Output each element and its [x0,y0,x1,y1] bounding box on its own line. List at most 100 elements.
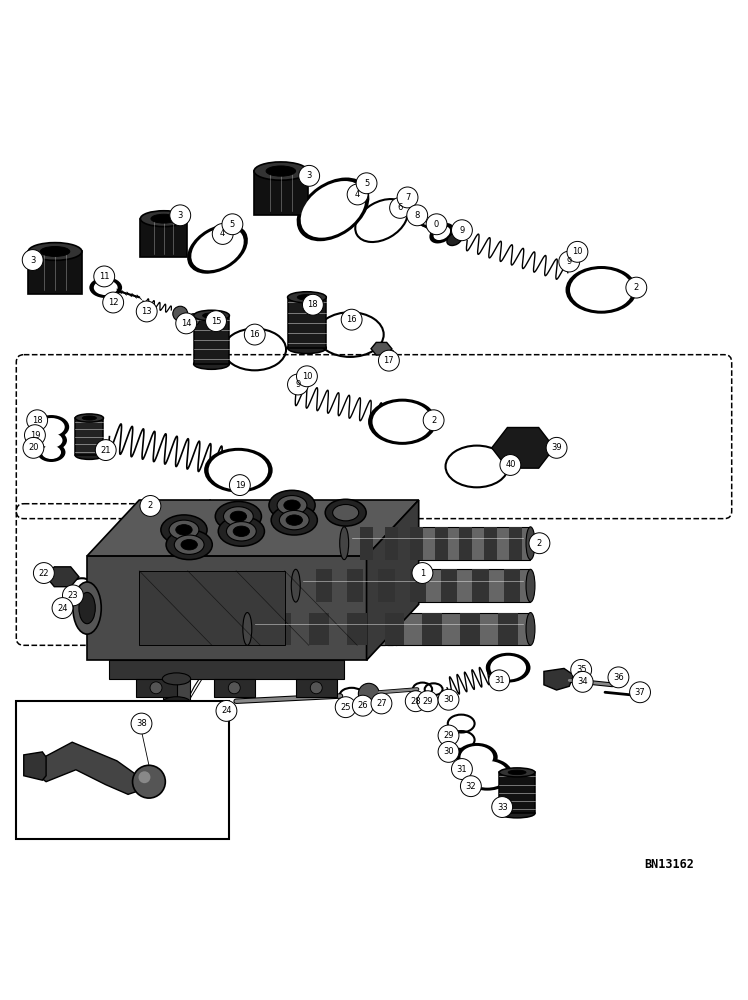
Circle shape [452,220,473,241]
Ellipse shape [456,743,497,771]
Text: 4: 4 [355,190,361,199]
Text: 31: 31 [494,676,504,685]
Circle shape [571,659,592,680]
Circle shape [378,350,399,371]
Circle shape [452,759,473,779]
Circle shape [228,682,240,694]
Text: 25: 25 [340,703,351,712]
Ellipse shape [94,280,117,295]
Text: 4: 4 [220,229,225,238]
Circle shape [412,563,433,583]
Polygon shape [33,742,143,794]
Ellipse shape [187,224,248,274]
Text: 24: 24 [58,604,68,613]
Ellipse shape [499,768,535,777]
Bar [484,527,497,560]
Text: 8: 8 [414,211,420,220]
Bar [316,569,332,602]
Circle shape [438,741,459,762]
Ellipse shape [89,277,122,298]
Ellipse shape [565,266,637,314]
Text: 29: 29 [444,731,454,740]
Text: 10: 10 [572,247,583,256]
Ellipse shape [36,430,67,451]
Circle shape [216,700,237,721]
Circle shape [23,437,44,458]
Text: 12: 12 [108,298,118,307]
Ellipse shape [434,226,450,240]
Text: 9: 9 [567,257,572,266]
Circle shape [347,184,368,205]
Circle shape [94,266,114,287]
Ellipse shape [461,746,493,768]
Ellipse shape [254,162,307,180]
Circle shape [341,309,362,330]
Bar [435,527,447,560]
Circle shape [352,695,373,716]
Circle shape [22,250,43,270]
Polygon shape [75,418,103,455]
Ellipse shape [287,292,326,303]
Text: 18: 18 [307,300,318,309]
Text: BN13162: BN13162 [645,858,694,871]
Circle shape [222,214,243,235]
Circle shape [25,425,46,446]
Circle shape [131,713,152,734]
Text: 27: 27 [376,699,387,708]
Ellipse shape [297,295,316,300]
Circle shape [287,374,308,395]
Circle shape [296,366,317,387]
Polygon shape [109,660,344,679]
Ellipse shape [215,501,262,531]
Ellipse shape [218,516,265,546]
Text: 23: 23 [67,591,79,600]
Text: 14: 14 [181,319,191,328]
Polygon shape [499,772,535,813]
Ellipse shape [508,770,526,775]
Ellipse shape [462,758,512,791]
Ellipse shape [40,247,70,256]
Circle shape [170,205,191,226]
Circle shape [358,683,379,704]
Circle shape [176,313,197,334]
Ellipse shape [340,527,349,560]
Text: 35: 35 [576,665,586,674]
Ellipse shape [429,223,454,243]
Circle shape [407,205,428,226]
Ellipse shape [75,414,103,422]
Text: 29: 29 [423,697,433,706]
Text: 9: 9 [295,380,301,389]
Ellipse shape [269,490,315,520]
Circle shape [567,241,588,262]
Circle shape [34,563,55,583]
Text: 2: 2 [634,283,639,292]
Circle shape [491,797,512,817]
Text: 26: 26 [358,701,368,710]
Ellipse shape [287,342,326,354]
Ellipse shape [227,522,257,541]
Bar [503,569,520,602]
Circle shape [298,165,319,186]
Bar [441,569,457,602]
Ellipse shape [40,433,63,448]
Text: 20: 20 [28,443,39,452]
Circle shape [335,697,356,718]
Ellipse shape [283,500,300,510]
Bar [460,613,480,645]
Ellipse shape [243,613,252,645]
Bar [344,527,530,560]
Ellipse shape [166,530,212,560]
Text: 30: 30 [444,695,454,704]
Bar [423,613,442,645]
Bar [384,613,405,645]
Bar [410,569,426,602]
Polygon shape [46,567,79,587]
Text: 22: 22 [39,569,49,578]
Circle shape [245,324,266,345]
Circle shape [529,533,550,554]
Polygon shape [371,342,392,355]
Text: 6: 6 [397,203,402,212]
Text: 5: 5 [364,179,370,188]
Bar [385,527,398,560]
Ellipse shape [176,525,192,535]
